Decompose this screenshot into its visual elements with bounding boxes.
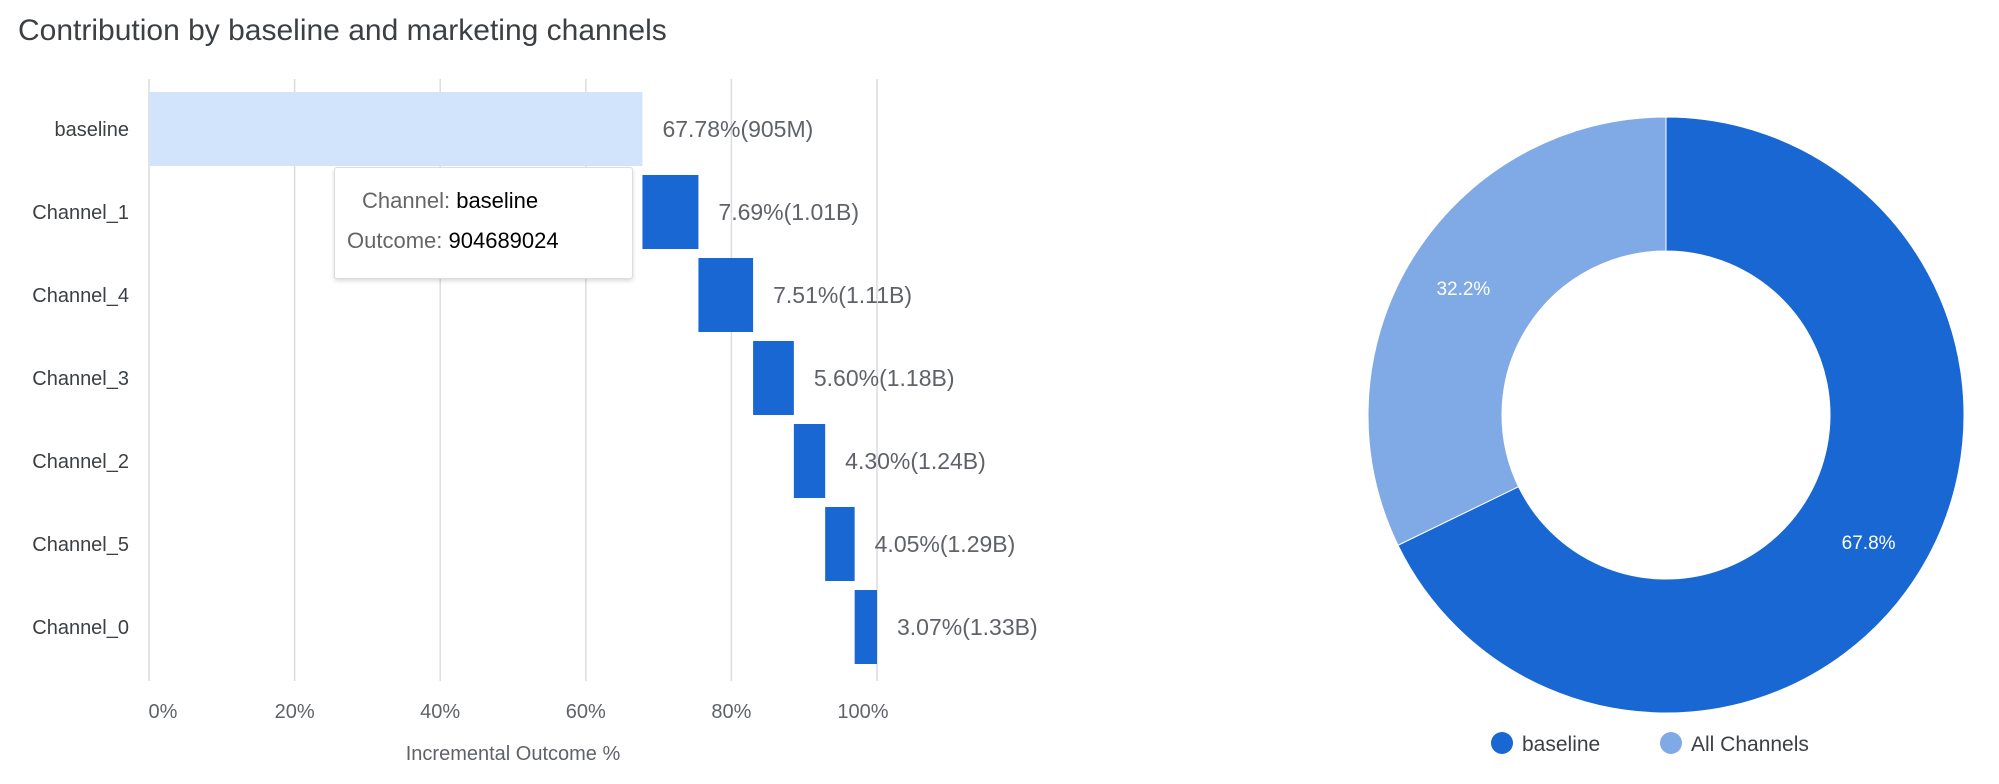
bar-Channel_4 (698, 258, 754, 332)
x-tick-label: 0% (149, 701, 178, 723)
tooltip-outcome-label: Outcome: (347, 228, 443, 253)
bar-Channel_2 (793, 424, 826, 498)
legend-marker (1660, 732, 1682, 754)
data-label: 4.05%(1.29B) (875, 531, 1016, 557)
legend-label: All Channels (1691, 733, 1809, 756)
y-tick-label: baseline (54, 119, 129, 141)
data-label: 67.78%(905M) (662, 116, 813, 142)
x-tick-label: 20% (275, 701, 315, 723)
tooltip-channel-value: baseline (456, 188, 539, 213)
tooltip: Channel: baseline Outcome: 904689024 (334, 167, 633, 279)
data-label: 3.07%(1.33B) (897, 614, 1038, 640)
bar-Channel_1 (642, 175, 699, 249)
donut-slice-all-channels (1367, 116, 1667, 546)
tooltip-channel-row: Channel: baseline (362, 188, 538, 214)
bar-Channel_0 (854, 590, 877, 664)
y-tick-label: Channel_0 (32, 617, 129, 639)
data-label: 7.69%(1.01B) (718, 199, 859, 225)
bar-baseline (149, 92, 643, 166)
donut-label: 67.8% (1842, 533, 1896, 554)
bar-Channel_3 (753, 341, 794, 415)
x-axis-label: Incremental Outcome % (406, 743, 621, 765)
x-tick-label: 100% (837, 701, 888, 723)
data-label: 4.30%(1.24B) (845, 448, 986, 474)
y-tick-label: Channel_2 (32, 451, 129, 473)
legend-marker (1491, 732, 1513, 754)
bar-Channel_5 (825, 507, 855, 581)
y-tick-label: Channel_5 (32, 534, 129, 556)
data-label: 7.51%(1.11B) (773, 282, 912, 308)
tooltip-outcome-row: Outcome: 904689024 (347, 228, 559, 254)
data-label: 5.60%(1.18B) (814, 365, 955, 391)
tooltip-outcome-value: 904689024 (448, 228, 559, 253)
legend-label: baseline (1522, 733, 1600, 756)
x-tick-label: 40% (420, 701, 460, 723)
x-tick-label: 60% (566, 701, 606, 723)
y-tick-label: Channel_1 (32, 202, 129, 224)
donut-label: 32.2% (1436, 279, 1490, 300)
y-tick-label: Channel_4 (32, 285, 129, 307)
tooltip-channel-label: Channel: (362, 188, 451, 213)
x-tick-label: 80% (711, 701, 751, 723)
donut-slice-baseline (1397, 116, 1965, 714)
chart-title: Contribution by baseline and marketing c… (18, 14, 667, 47)
y-tick-label: Channel_3 (32, 368, 129, 390)
